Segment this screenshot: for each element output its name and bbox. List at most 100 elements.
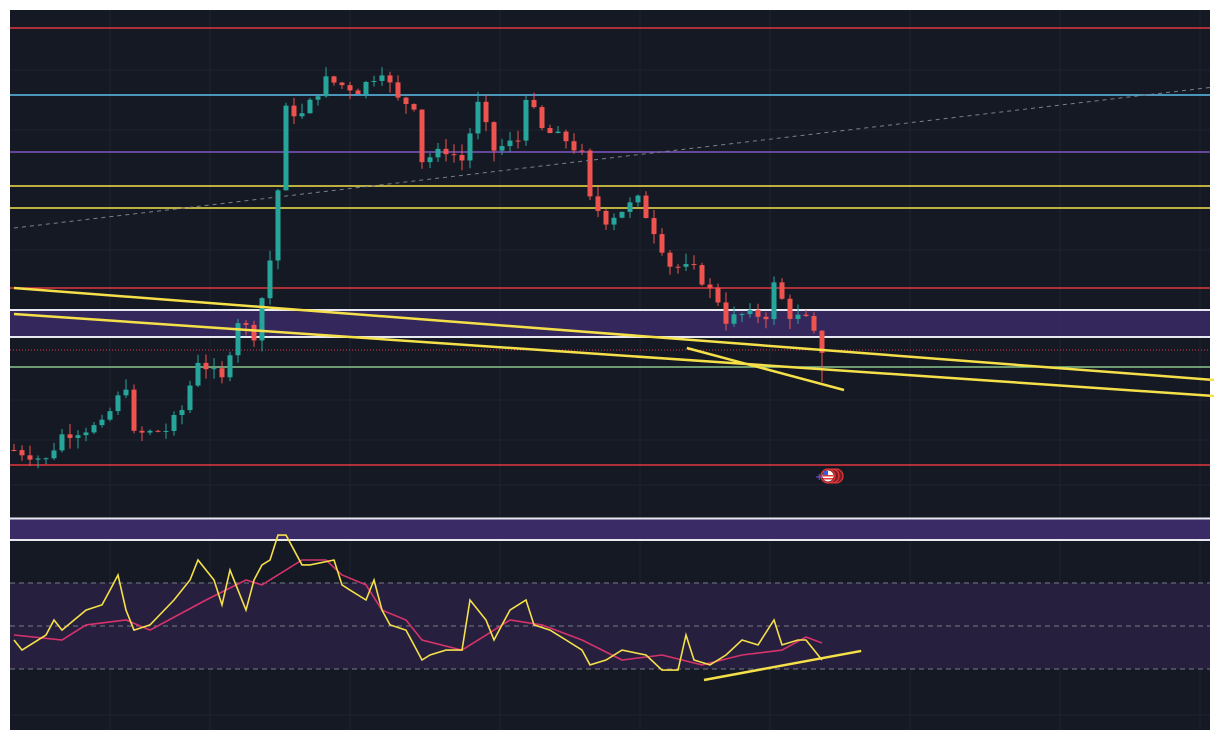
candle-body [491,122,497,151]
candle-body [75,435,81,438]
candle-body [179,410,185,415]
candle-body [35,458,41,460]
candle-body [555,131,561,134]
candle-body [387,75,393,83]
candle-body [715,287,721,303]
rsi-trendline [703,649,862,682]
trendline [13,312,1215,398]
candle-body [307,99,313,114]
plus-icon: + [815,472,823,483]
candle-body [315,96,321,100]
candle-body [403,97,409,105]
candle-body [131,389,137,431]
candle-body [91,425,97,433]
candle-body [299,113,305,117]
flag-stripe [823,478,833,480]
candle-body [59,434,65,451]
candle-body [163,430,169,432]
candle-body [139,430,145,433]
candle-body [451,154,457,156]
candle-body [691,264,697,266]
candle-body [435,148,441,158]
candle-body [499,146,505,151]
candle-body [683,264,689,267]
candle-body [419,109,425,163]
candle-body [667,252,673,267]
candle-body [371,80,377,82]
candle-body [51,450,57,459]
candle-body [587,150,593,197]
candle-body [739,314,745,316]
candle-body [147,430,153,433]
candle-body [603,210,609,225]
candle-body [27,455,33,460]
trendline [686,346,845,392]
candle-body [811,315,817,331]
candle-body [83,432,89,436]
trendline [13,286,1215,382]
candle-body [243,323,249,325]
candle-body [571,141,577,151]
candle-body [755,309,761,317]
candle-body [443,148,449,155]
candle-body [195,362,201,386]
candle-body [787,298,793,319]
candle-body [643,195,649,219]
candle-body [323,76,329,97]
candle-body [339,82,345,86]
rsi-pane[interactable] [10,517,1210,682]
candle-body [803,314,809,316]
price-pane[interactable]: + [10,27,1215,484]
candle-body [699,265,705,285]
candle-body [659,234,665,253]
candle-body [379,75,385,81]
candle-body [515,140,521,142]
candle-body [107,411,113,420]
candle-body [611,217,617,225]
candle-body [219,368,225,378]
candle-body [619,211,625,218]
candle-body [635,195,641,203]
candle-body [19,450,25,456]
candle-body [731,314,737,324]
candle-body [171,414,177,431]
flag-canton [823,471,828,475]
flag-stripe [823,475,833,477]
rsi-upper-zone [10,518,1210,540]
candle-body [539,107,545,129]
candle-body [595,196,601,211]
candle-body [395,82,401,98]
candle-body [475,101,481,134]
candle-body [627,202,633,212]
rsi-ma-line [13,559,823,666]
candle-body [723,302,729,324]
candle-body [819,330,825,353]
candle-body [259,298,265,341]
candle-body [347,85,353,91]
candle-body [251,324,257,341]
candle-body [331,76,337,83]
candle-body [43,458,49,460]
candle-body [267,260,273,299]
candle-body [547,128,553,134]
candle-body [291,105,297,117]
candle-body [363,81,369,94]
candle-body [187,385,193,411]
candle-body [707,284,713,288]
candle-body [411,104,417,110]
rsi-line [13,534,823,671]
candle-body [747,309,753,315]
candle-body [779,282,785,299]
candle-body [355,90,361,94]
candle-body [523,99,529,141]
candle-body [155,430,161,432]
candle-body [283,105,289,191]
candle-body [579,150,585,152]
candle-body [235,323,241,356]
candle-body [123,389,129,396]
grid [10,10,1210,730]
candle-body [763,316,769,320]
us-flag-icon [822,470,834,482]
candle-body [459,155,465,161]
